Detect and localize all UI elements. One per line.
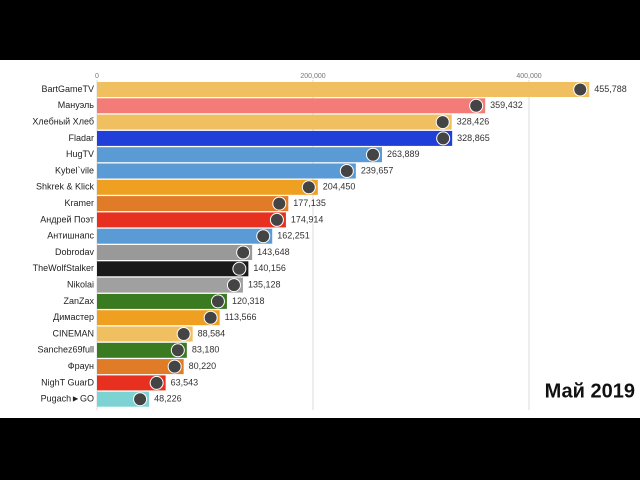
bar: [97, 293, 227, 309]
avatar: [301, 180, 316, 195]
category-label: CINEMAN: [52, 328, 94, 338]
value-label: 135,128: [248, 279, 281, 289]
category-label: Андрей Поэт: [40, 214, 94, 224]
value-label: 140,156: [253, 263, 286, 273]
bar: [97, 212, 286, 228]
category-label: Kybel`vile: [55, 165, 94, 175]
letterbox-bottom: [0, 418, 640, 480]
category-label: Хлебный Хлеб: [32, 116, 94, 126]
avatar: [436, 131, 451, 146]
bar: [97, 114, 452, 130]
value-label: 239,657: [361, 165, 394, 175]
value-label: 80,220: [189, 361, 217, 371]
bar: [97, 359, 184, 375]
avatar: [339, 164, 354, 178]
value-label: 359,432: [490, 100, 523, 110]
value-label: 455,788: [594, 84, 627, 94]
value-label: 328,426: [457, 116, 490, 126]
bar: [97, 179, 318, 195]
value-label: 263,889: [387, 149, 420, 159]
category-label: Kramer: [64, 198, 94, 208]
category-label: NighT GuarD: [41, 377, 94, 387]
avatar: [170, 343, 185, 358]
avatar: [226, 278, 241, 293]
bar: [97, 326, 193, 342]
category-label: ZanZax: [63, 296, 94, 306]
category-label: Мануэль: [58, 100, 95, 110]
x-tick-label: 0: [95, 73, 99, 80]
value-label: 174,914: [291, 214, 324, 224]
category-label: Fladar: [68, 133, 94, 143]
avatar: [469, 98, 484, 113]
avatar: [236, 245, 251, 260]
bar: [97, 82, 590, 97]
value-label: 113,566: [225, 312, 257, 322]
bar: [97, 375, 166, 391]
avatar: [133, 392, 148, 407]
category-label: HugTV: [66, 149, 94, 159]
value-label: 204,450: [323, 182, 356, 192]
category-label: TheWolfStalker: [33, 263, 94, 273]
avatar: [203, 310, 218, 325]
category-label: Nikolai: [67, 279, 94, 289]
value-label: 328,865: [457, 133, 490, 143]
value-label: 120,318: [232, 296, 265, 306]
date-label: Май 2019: [545, 380, 635, 402]
category-label: Pugach►GO: [41, 394, 94, 404]
avatar: [149, 375, 164, 390]
avatar: [366, 147, 381, 162]
avatar: [176, 327, 191, 341]
bar: [97, 98, 486, 114]
category-label: Фраун: [68, 361, 94, 371]
bar: [97, 196, 289, 212]
avatar: [167, 359, 182, 374]
value-label: 162,251: [277, 231, 310, 241]
category-label: Димастер: [53, 312, 94, 322]
plot-background: [0, 60, 640, 418]
bar: [97, 245, 253, 260]
avatar: [269, 212, 284, 227]
bar: [97, 228, 273, 244]
avatar: [232, 261, 247, 276]
value-label: 177,135: [293, 198, 326, 208]
x-tick-label: 200,000: [300, 73, 325, 80]
category-label: Sanchez69full: [37, 345, 94, 355]
category-label: BartGameTV: [41, 84, 94, 94]
bar: [97, 130, 453, 146]
bar: [97, 342, 187, 358]
letterbox-top: [0, 0, 640, 60]
bar: [97, 261, 249, 277]
value-label: 63,543: [171, 377, 199, 387]
value-label: 88,584: [198, 328, 226, 338]
x-tick-label: 400,000: [516, 73, 541, 80]
bar: [97, 277, 243, 293]
value-label: 143,648: [257, 247, 290, 257]
avatar: [210, 294, 225, 309]
category-label: Shkrek & Klick: [36, 182, 95, 192]
avatar: [256, 229, 271, 244]
bar: [97, 163, 356, 179]
avatar: [272, 196, 287, 211]
bar: [97, 310, 220, 326]
value-label: 83,180: [192, 345, 220, 355]
category-label: Антишнапс: [47, 231, 94, 241]
avatar: [573, 82, 588, 97]
value-label: 48,226: [154, 394, 182, 404]
bar: [97, 147, 383, 163]
category-label: Dobrodav: [55, 247, 95, 257]
avatar: [435, 115, 450, 130]
